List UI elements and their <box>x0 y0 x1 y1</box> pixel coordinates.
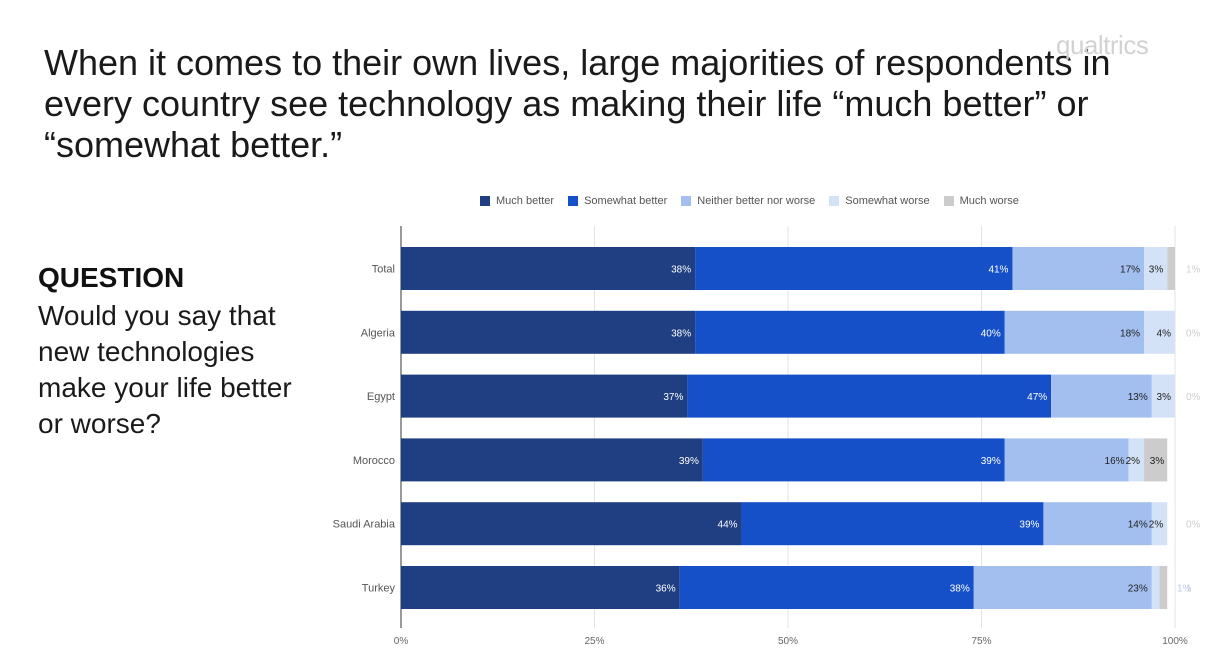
data-label: 3% <box>1150 456 1165 467</box>
data-label: 4% <box>1157 328 1172 339</box>
data-label: 3% <box>1149 265 1164 276</box>
headline: When it comes to their own lives, large … <box>44 42 1111 165</box>
data-label: 0% <box>1186 392 1201 403</box>
bar-segment <box>679 566 974 609</box>
legend-swatch <box>681 196 692 206</box>
legend-item: Neither better nor worse <box>681 195 815 207</box>
data-label: 36% <box>656 584 676 595</box>
data-label: 23% <box>1128 584 1148 595</box>
bar-segment <box>1043 502 1152 546</box>
category-label: Saudi Arabia <box>333 519 396 531</box>
legend-swatch <box>480 196 490 206</box>
bar-segment <box>1004 310 1145 354</box>
question-text: Would you say that new technologies make… <box>38 300 292 439</box>
category-label: Algeria <box>361 327 396 339</box>
data-label: 1 <box>1186 584 1192 595</box>
data-label: 14% <box>1128 520 1148 531</box>
data-label: 40% <box>981 328 1001 339</box>
data-label: 1% <box>1186 265 1201 276</box>
bar-segment <box>401 310 696 354</box>
bar-segment <box>1144 310 1175 354</box>
data-label: 13% <box>1128 392 1148 403</box>
data-label: 37% <box>663 392 683 403</box>
data-label: 39% <box>679 456 699 467</box>
data-label: 1% <box>1177 584 1192 595</box>
data-label: 39% <box>981 456 1001 467</box>
bar-segment <box>973 566 1152 609</box>
chart-legend: Much better Somewhat better Neither better… <box>480 195 1019 207</box>
data-label: 38% <box>671 265 691 276</box>
bar-segment <box>1128 438 1145 482</box>
legend-label: Much better <box>496 195 555 207</box>
legend-swatch <box>568 196 579 206</box>
legend-label: Somewhat better <box>584 195 668 207</box>
data-label: 38% <box>671 328 691 339</box>
data-label: 18% <box>1120 328 1140 339</box>
bar-segment <box>702 438 1005 482</box>
legend-label: Neither better nor worse <box>697 195 816 207</box>
data-label: 38% <box>950 584 970 595</box>
data-label: 2% <box>1149 520 1164 531</box>
x-tick-label: 75% <box>971 636 991 647</box>
bar-segment <box>401 247 696 290</box>
x-tick-label: 50% <box>778 636 798 647</box>
category-label: Total <box>372 264 395 276</box>
bar-segment <box>1151 502 1168 546</box>
bar-segment <box>695 247 1013 290</box>
category-label: Turkey <box>362 583 396 595</box>
legend-item: Much better <box>480 195 554 207</box>
bar-segment <box>401 566 680 609</box>
category-label: Egypt <box>367 391 395 403</box>
bar-segment <box>1151 374 1175 418</box>
x-tick-label: 25% <box>584 636 604 647</box>
bar-segment <box>401 438 703 482</box>
data-label: 44% <box>718 520 738 531</box>
data-label: 0% <box>1186 520 1201 531</box>
bar-segment <box>1012 247 1145 290</box>
legend-label: Somewhat worse <box>845 195 930 207</box>
data-label: 3% <box>1157 392 1172 403</box>
legend-item: Much worse <box>943 195 1019 207</box>
data-label: 17% <box>1120 265 1140 276</box>
bar-segment <box>1004 438 1129 482</box>
bar-segment <box>1151 566 1160 609</box>
legend-label: Much worse <box>959 195 1019 207</box>
qualtrics-logo: qualtrics <box>1056 30 1149 60</box>
bar-segment <box>741 502 1044 546</box>
data-label: 47% <box>1027 392 1047 403</box>
data-label: 0% <box>1186 328 1201 339</box>
data-label: 2% <box>1126 456 1141 467</box>
data-label: 16% <box>1105 456 1125 467</box>
question-label: QUESTION <box>38 262 185 293</box>
bar-segment <box>687 374 1052 418</box>
x-tick-label: 0% <box>394 636 409 647</box>
x-tick-label: 100% <box>1162 636 1188 647</box>
legend-swatch <box>943 196 954 206</box>
bar-segment <box>1167 247 1175 290</box>
bar-segment <box>1144 247 1168 290</box>
legend-item: Somewhat worse <box>829 195 930 207</box>
legend-swatch <box>829 196 840 206</box>
data-label: 41% <box>988 265 1008 276</box>
bar-segment <box>401 502 742 546</box>
bar-segment <box>1051 374 1152 418</box>
data-label: 39% <box>1019 520 1039 531</box>
legend-item: Somewhat better <box>568 195 667 207</box>
bar-segment <box>695 310 1005 354</box>
category-label: Morocco <box>353 455 395 467</box>
bar-segment <box>1159 566 1168 609</box>
bar-segment <box>1144 438 1168 482</box>
bar-segment <box>401 374 688 418</box>
